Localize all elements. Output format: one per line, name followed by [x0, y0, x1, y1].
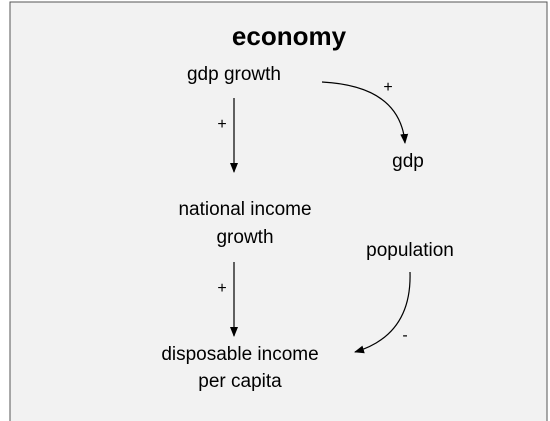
node-label: national income [178, 199, 311, 220]
title: economy [232, 21, 347, 51]
node-label: growth [216, 227, 273, 248]
polarity-label: + [217, 116, 226, 133]
node-label: disposable income [161, 344, 318, 365]
link-arrow [354, 271, 411, 354]
polarity-label: + [217, 280, 226, 297]
node-label: per capita [198, 371, 282, 392]
node-label: population [366, 240, 454, 261]
node-label: gdp [392, 151, 424, 172]
polarity-label: - [402, 327, 407, 344]
polarity-label: + [383, 79, 392, 96]
frame [9, 1, 548, 421]
link-arrow [321, 81, 409, 144]
node-label: gdp growth [187, 64, 281, 85]
